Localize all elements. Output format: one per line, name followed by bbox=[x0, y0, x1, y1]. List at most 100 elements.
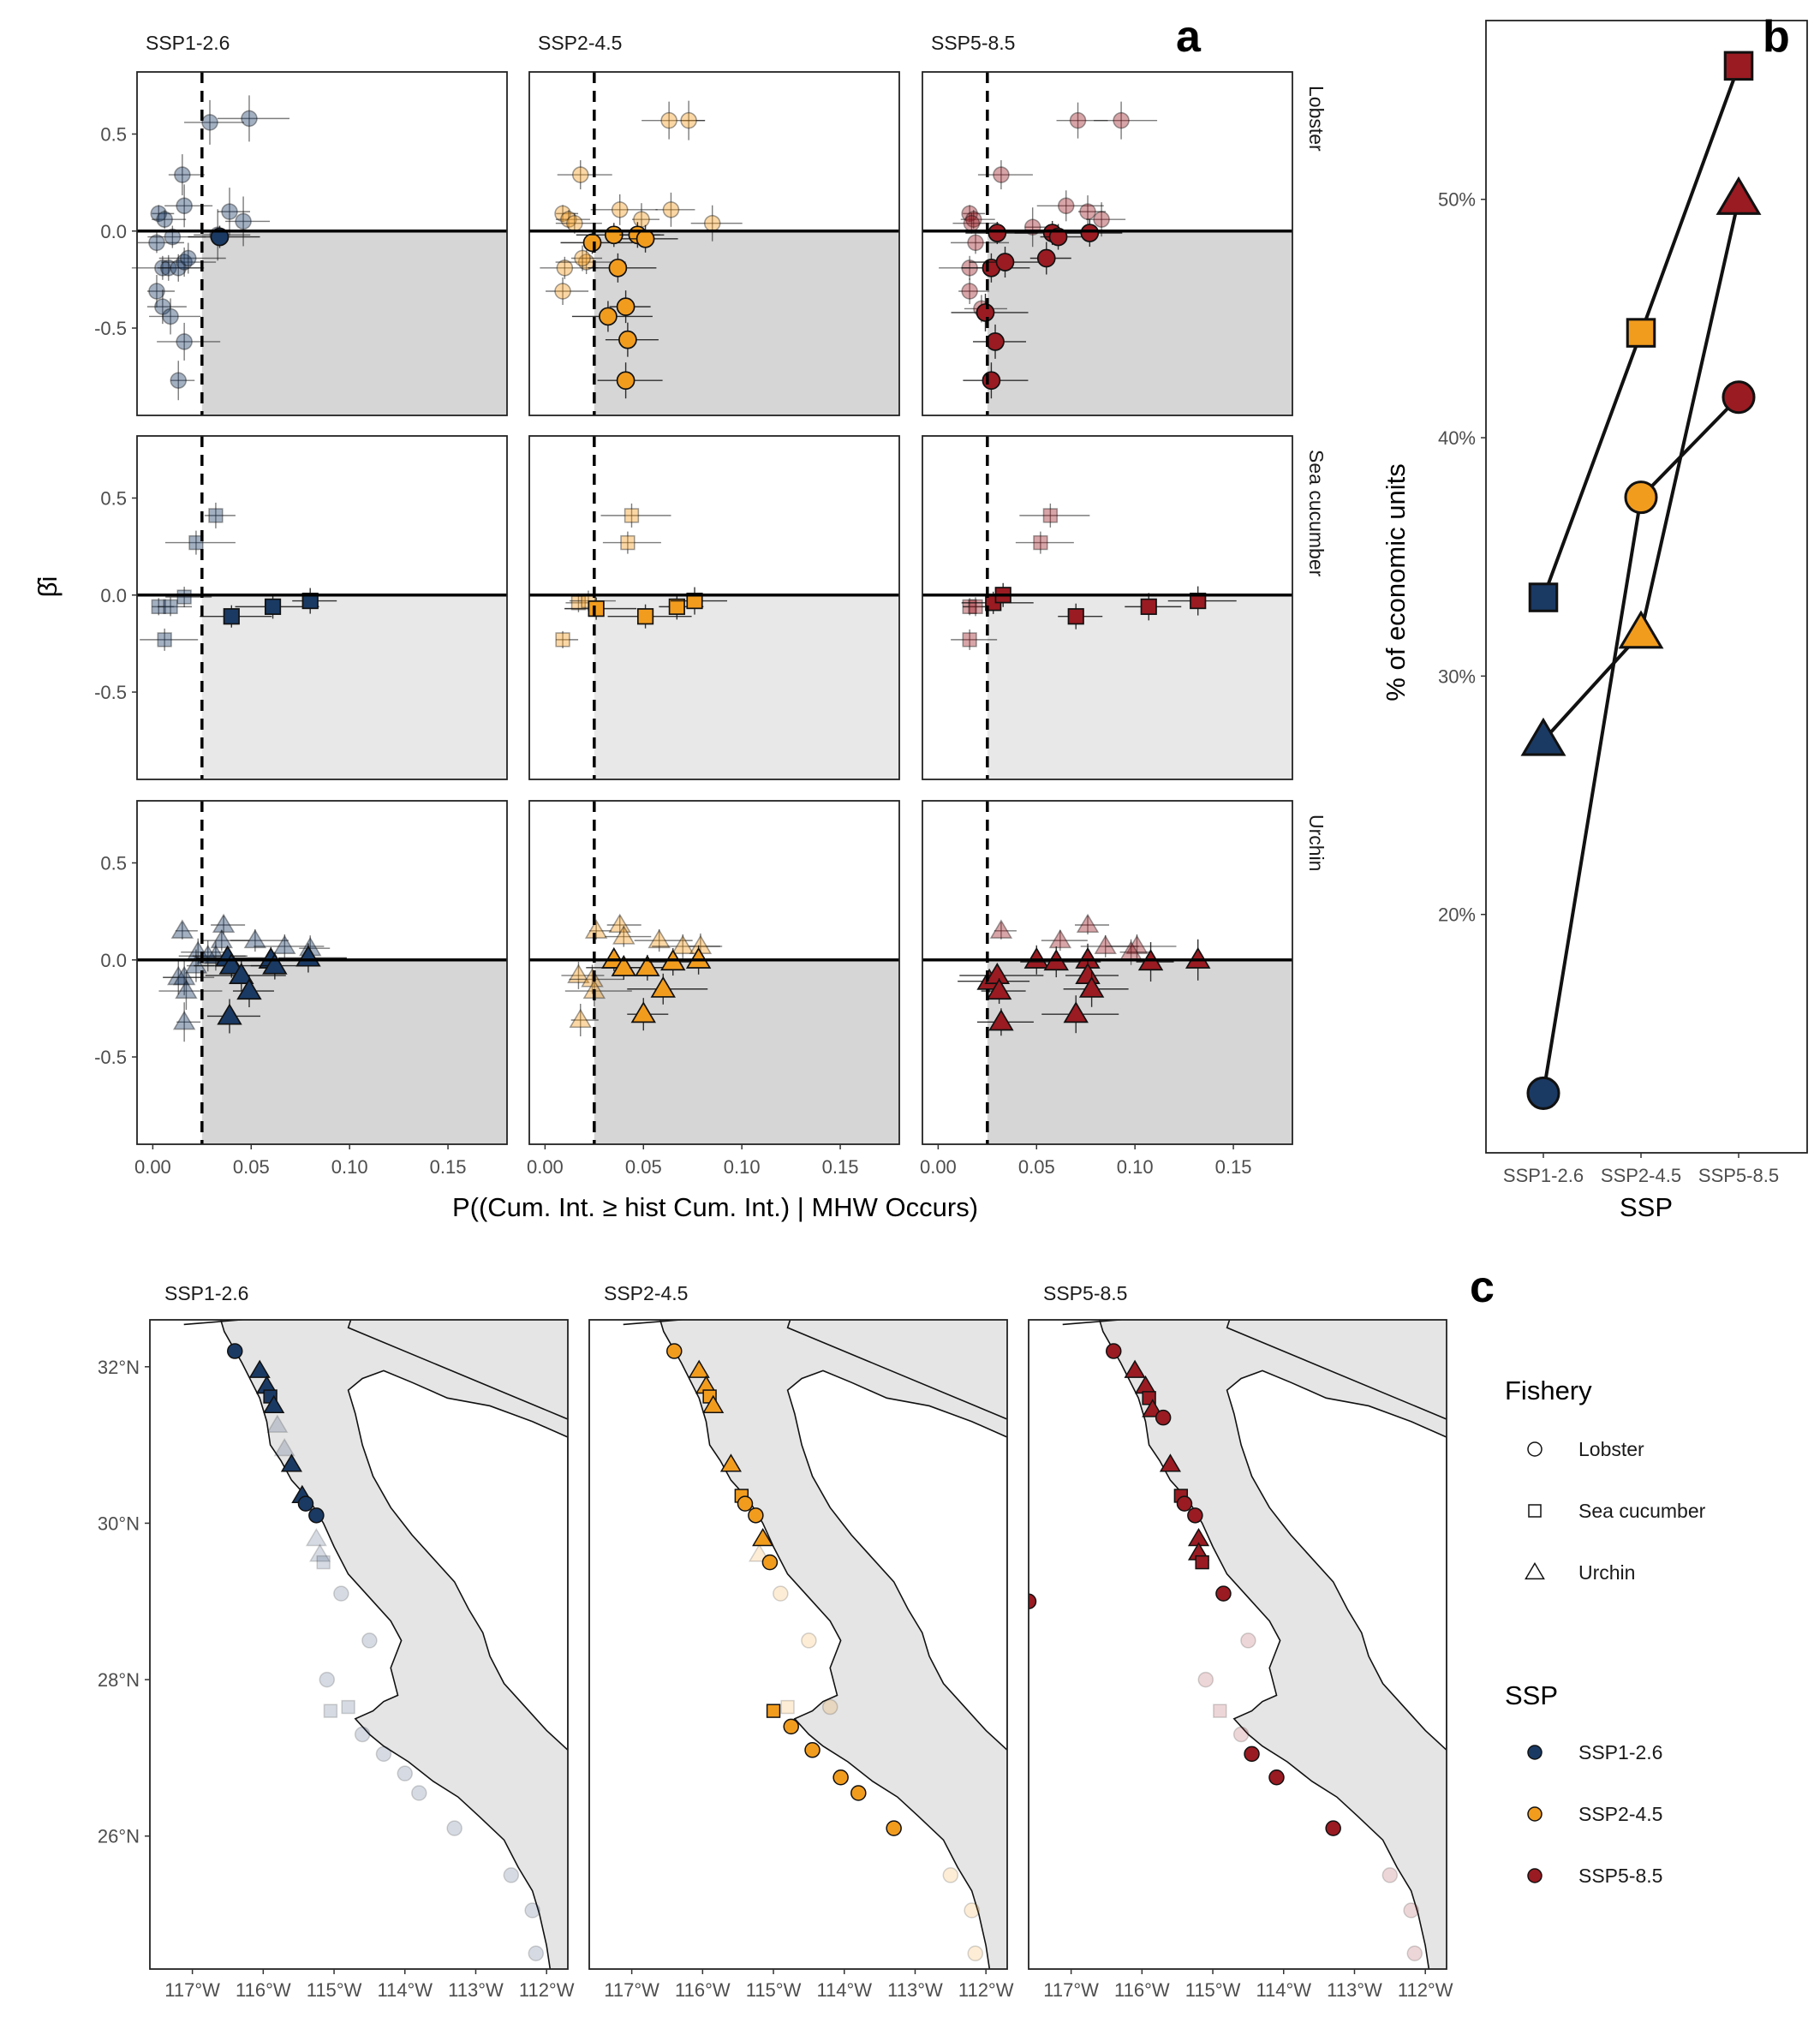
x-tick-label: 0.15 bbox=[822, 1156, 859, 1178]
site-marker bbox=[886, 1820, 902, 1836]
data-point bbox=[212, 913, 236, 934]
data-point bbox=[1023, 946, 1049, 969]
site-marker bbox=[397, 1765, 414, 1781]
gulf-of-california bbox=[347, 1370, 568, 1751]
data-point bbox=[636, 608, 654, 625]
site-marker bbox=[737, 1495, 754, 1512]
map-border bbox=[588, 1319, 1008, 1970]
data-point bbox=[566, 214, 583, 232]
legend-fishery-title: Fishery bbox=[1505, 1376, 1592, 1405]
site-marker bbox=[319, 1671, 336, 1688]
x-tick-label: 0.10 bbox=[1117, 1156, 1154, 1178]
data-point bbox=[163, 599, 178, 615]
data-point bbox=[1125, 934, 1149, 954]
data-point bbox=[986, 978, 1012, 1000]
data-point bbox=[1080, 224, 1100, 242]
site-marker bbox=[1406, 1945, 1423, 1961]
gulf-of-california bbox=[1226, 1370, 1447, 1751]
facet-row-label: Urchin bbox=[1305, 815, 1328, 871]
data-point bbox=[1067, 608, 1084, 625]
y-tick-label: 0.0 bbox=[100, 950, 127, 971]
data-point bbox=[172, 1010, 196, 1030]
site-marker bbox=[783, 1718, 799, 1735]
data-point bbox=[612, 925, 636, 945]
data-point bbox=[671, 934, 695, 954]
data-point bbox=[982, 371, 1001, 391]
site-marker bbox=[361, 1632, 378, 1649]
site-marker bbox=[1244, 1746, 1260, 1763]
data-point bbox=[584, 919, 608, 939]
site-marker bbox=[832, 1769, 849, 1786]
us-mexico-border bbox=[623, 1320, 1007, 1420]
facet-border bbox=[528, 435, 900, 780]
site-marker bbox=[308, 1543, 331, 1562]
x-tick-label: 0.15 bbox=[1215, 1156, 1252, 1178]
facet-border bbox=[528, 800, 900, 1145]
data-point bbox=[148, 283, 165, 300]
data-point bbox=[162, 307, 179, 325]
facet-lobster-ssp2-4.5 bbox=[528, 71, 900, 416]
data-point bbox=[703, 214, 721, 232]
lon-tick-label: 115°W bbox=[1185, 1979, 1241, 2001]
facet-row-label: Lobster bbox=[1305, 86, 1328, 152]
data-point bbox=[962, 632, 977, 647]
x-tick-label: 0.00 bbox=[527, 1156, 564, 1178]
data-point bbox=[680, 111, 697, 129]
site-marker bbox=[967, 1945, 984, 1961]
facet-urchin-ssp5-8.5: 0.00 0.05 0.10 0.15 bbox=[920, 800, 1293, 1178]
data-point bbox=[647, 928, 671, 949]
data-point bbox=[1624, 480, 1658, 515]
lon-tick-label: 113°W bbox=[1327, 1979, 1382, 2001]
y-axis-title: β̂i bbox=[33, 576, 63, 598]
data-point bbox=[1078, 976, 1105, 998]
data-point bbox=[1057, 197, 1075, 215]
site-marker bbox=[308, 1507, 325, 1524]
site-marker bbox=[773, 1585, 789, 1602]
data-point bbox=[176, 333, 193, 350]
data-point bbox=[608, 913, 631, 934]
legend-ssp-title: SSP bbox=[1505, 1680, 1558, 1710]
data-point bbox=[218, 952, 245, 975]
lon-tick-label: 113°W bbox=[887, 1979, 943, 2001]
data-point bbox=[555, 632, 570, 647]
site-marker bbox=[1403, 1902, 1419, 1919]
data-point bbox=[208, 508, 224, 523]
map-border bbox=[1028, 1319, 1447, 1970]
data-point bbox=[620, 534, 636, 551]
us-mexico-border bbox=[1062, 1320, 1447, 1420]
map-border bbox=[149, 1319, 569, 1970]
data-point bbox=[210, 928, 234, 949]
site-marker bbox=[375, 1746, 392, 1763]
site-marker bbox=[227, 1343, 243, 1359]
data-point bbox=[176, 197, 193, 215]
data-point bbox=[995, 253, 1015, 272]
data-point bbox=[660, 111, 677, 129]
y-tick-label: 30% bbox=[1438, 665, 1476, 687]
facet-border bbox=[922, 800, 1293, 1145]
facet-column-label: SSP5-8.5 bbox=[931, 32, 1015, 54]
site-marker bbox=[1155, 1409, 1172, 1426]
data-point bbox=[170, 919, 194, 939]
facet-row-label: Sea cucumber bbox=[1305, 450, 1328, 577]
data-point bbox=[988, 224, 1007, 242]
data-point bbox=[986, 332, 1005, 351]
lat-tick-label: 28°N bbox=[98, 1669, 140, 1691]
site-marker bbox=[503, 1867, 520, 1883]
site-marker bbox=[1159, 1453, 1181, 1472]
y-tick-label: 0.5 bbox=[100, 852, 127, 874]
data-point bbox=[618, 330, 637, 349]
y-tick-label: -0.5 bbox=[94, 1047, 127, 1068]
data-point bbox=[1190, 592, 1207, 610]
panel-c: SSP1-2.6 117°W 116°W 115°W 114°W 113°W 112°W 32… bbox=[98, 1262, 1495, 2001]
lon-tick-label: 116°W bbox=[1114, 1979, 1170, 2001]
y-axis-title: % of economic units bbox=[1381, 463, 1411, 701]
data-point bbox=[236, 978, 262, 1000]
data-point bbox=[976, 303, 995, 322]
lon-tick-label: 112°W bbox=[958, 1979, 1014, 2001]
lon-tick-label: 114°W bbox=[377, 1979, 433, 2001]
x-tick-label: 0.00 bbox=[134, 1156, 171, 1178]
data-point bbox=[1618, 610, 1664, 649]
data-point bbox=[1722, 380, 1756, 415]
negative-effect-region bbox=[201, 594, 508, 779]
data-point bbox=[1184, 946, 1211, 969]
